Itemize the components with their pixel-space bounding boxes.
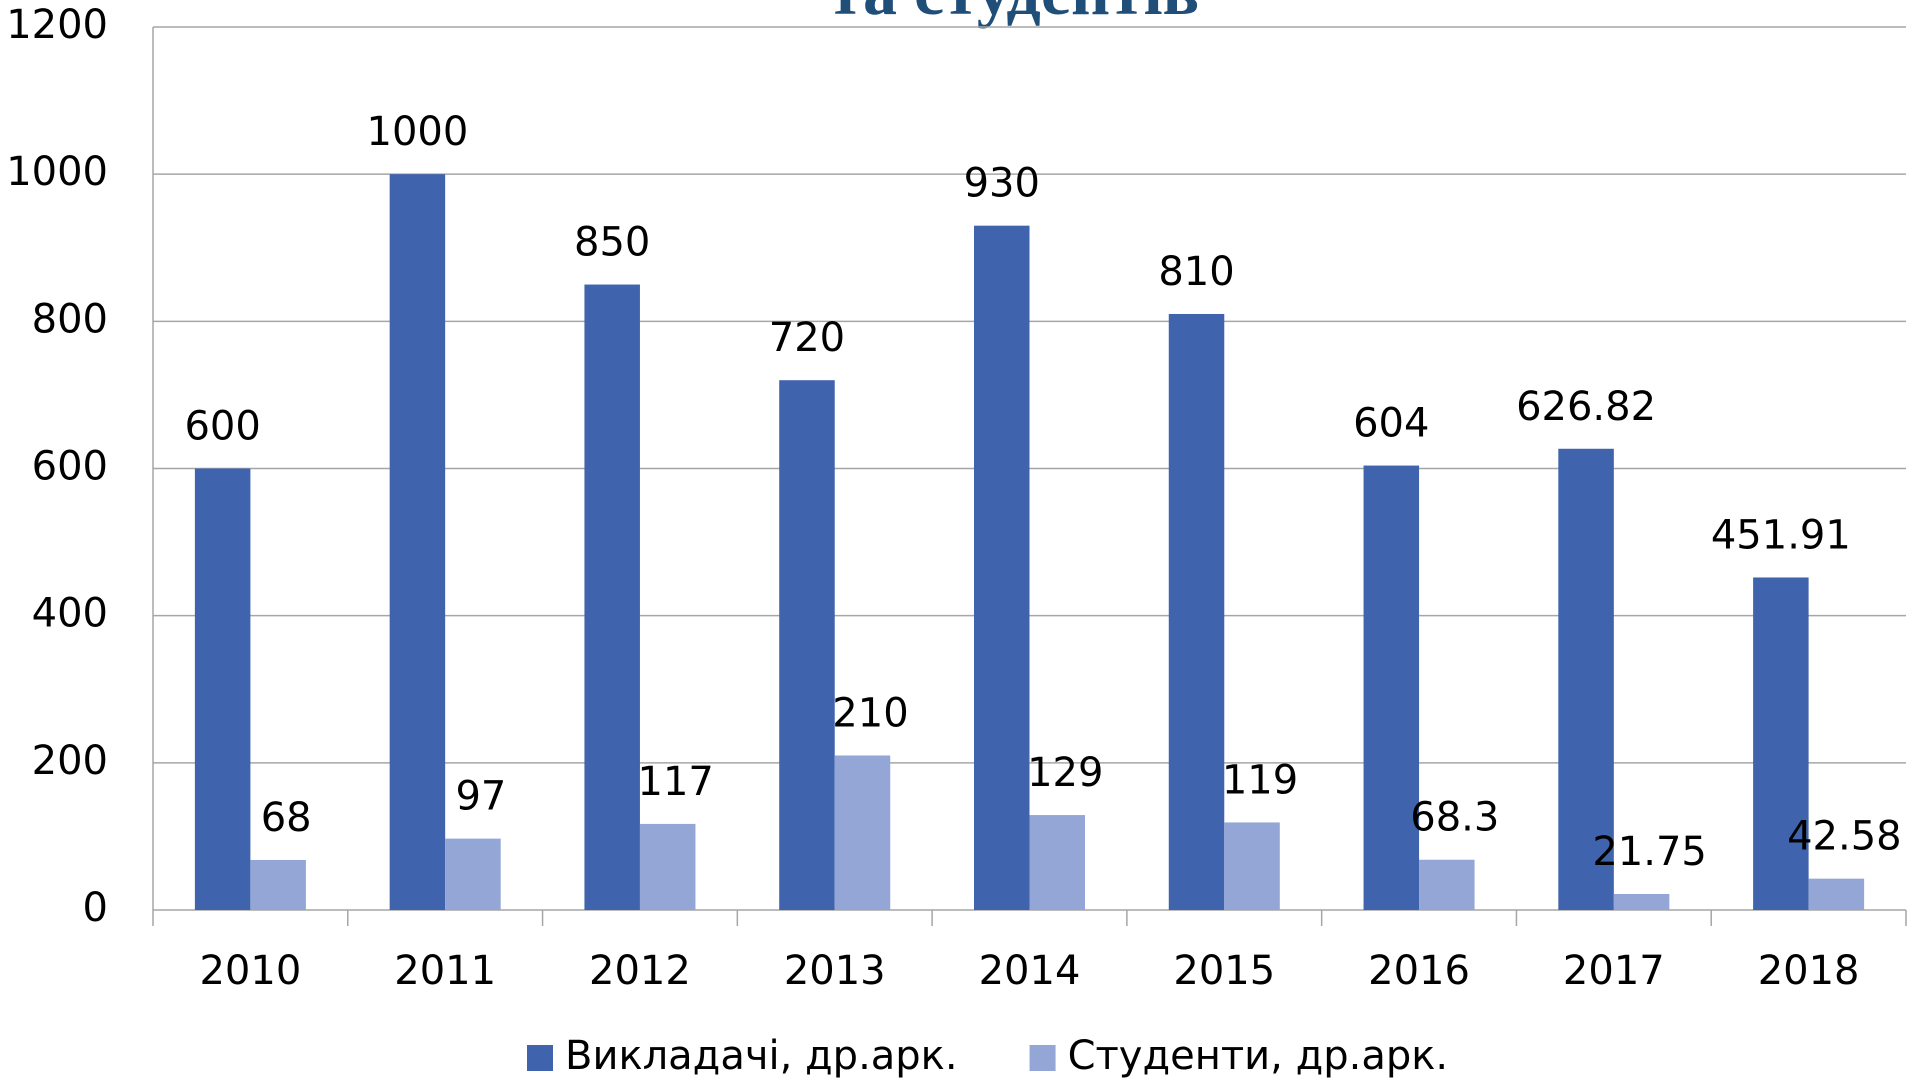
y-tick-label: 400 [32, 591, 108, 637]
y-tick-label: 1000 [6, 149, 108, 195]
x-tick-label: 2018 [1758, 948, 1860, 994]
value-label: 1000 [367, 109, 469, 155]
value-label: 97 [455, 774, 506, 820]
value-label: 600 [184, 404, 260, 450]
value-label: 21.75 [1592, 829, 1707, 875]
legend-label: Викладачі, др.арк. [565, 1033, 958, 1079]
x-tick-label: 2013 [784, 948, 886, 994]
value-label: 210 [832, 690, 908, 736]
value-label: 850 [574, 220, 650, 266]
value-label: 810 [1158, 249, 1234, 295]
value-label: 68 [261, 795, 312, 841]
value-label: 129 [1027, 750, 1103, 796]
y-tick-label: 600 [32, 444, 108, 490]
bar [1753, 577, 1809, 910]
bar [389, 174, 446, 910]
y-tick-label: 200 [32, 738, 108, 784]
x-tick-label: 2010 [199, 948, 301, 994]
bar [250, 859, 306, 910]
x-tick-label: 2014 [979, 948, 1081, 994]
bar [1029, 815, 1086, 910]
legend-label: Студенти, др.арк. [1068, 1033, 1449, 1079]
bar [834, 755, 891, 910]
bar [639, 823, 696, 910]
bar [1419, 859, 1475, 910]
bar [973, 225, 1030, 911]
y-tick-label: 0 [83, 885, 108, 931]
legend-swatch [527, 1045, 553, 1071]
x-tick-label: 2012 [589, 948, 691, 994]
value-label: 626.82 [1516, 384, 1656, 430]
value-label: 930 [964, 161, 1040, 207]
bar [194, 468, 251, 910]
bar [445, 838, 501, 910]
value-label: 117 [638, 759, 714, 805]
value-label: 68.3 [1410, 795, 1499, 841]
value-label: 119 [1222, 757, 1298, 803]
legend-swatch [1029, 1045, 1056, 1071]
bar [779, 380, 835, 910]
bar [1363, 465, 1420, 910]
x-tick-label: 2017 [1563, 948, 1665, 994]
x-tick-label: 2016 [1368, 948, 1470, 994]
value-label: 604 [1353, 401, 1429, 447]
x-tick-label: 2015 [1173, 948, 1275, 994]
bar [1168, 313, 1225, 911]
bar [584, 284, 640, 911]
value-label: 451.91 [1711, 512, 1851, 558]
y-tick-label: 800 [32, 296, 108, 342]
bar [1613, 893, 1670, 910]
bar [1224, 822, 1280, 910]
value-label: 720 [769, 315, 845, 361]
bar [1808, 878, 1865, 910]
y-tick-label: 1200 [6, 2, 108, 48]
x-tick-label: 2011 [394, 948, 496, 994]
bar [1558, 448, 1614, 910]
chart-title: та студентів [829, 0, 1199, 29]
value-label: 42.58 [1787, 814, 1902, 860]
